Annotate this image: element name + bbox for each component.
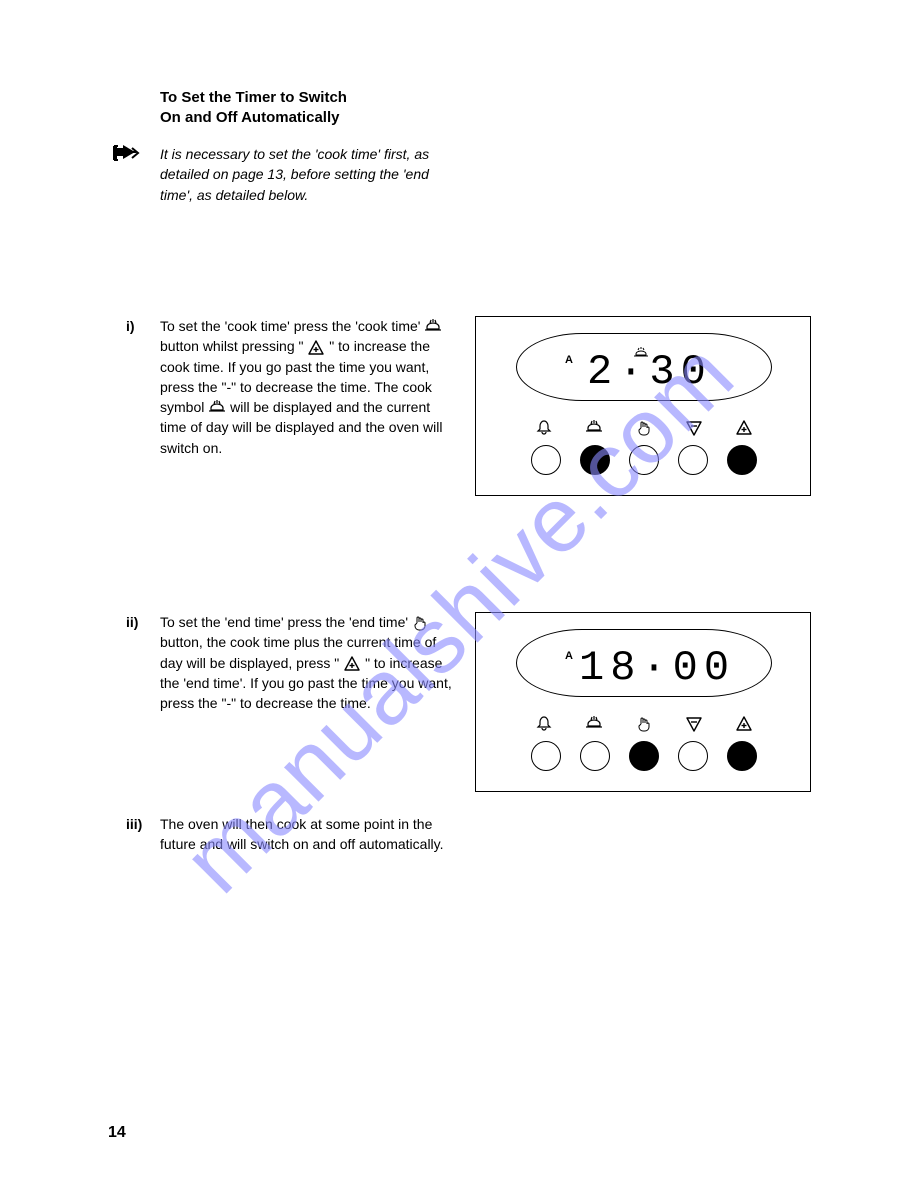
page-number: 14 bbox=[108, 1124, 126, 1142]
panel-1-icon-row bbox=[528, 417, 760, 439]
step-1: i) To set the 'cook time' press the 'coo… bbox=[160, 316, 460, 458]
plus-triangle-icon-2 bbox=[343, 655, 361, 673]
panel-2-button-row bbox=[524, 741, 764, 771]
cook-time-icon bbox=[424, 319, 442, 335]
panel-1-btn-1[interactable] bbox=[531, 445, 561, 475]
lcd-digits-1: 2·30 bbox=[587, 348, 712, 396]
heading-line-2: On and Off Automatically bbox=[160, 108, 460, 128]
step-1-text-b: 'cook time' bbox=[355, 318, 420, 334]
end-time-hand-icon bbox=[412, 615, 428, 631]
minus-triangle-icon bbox=[683, 713, 705, 735]
step-3-number: iii) bbox=[126, 814, 142, 834]
step-2: ii) To set the 'end time' press the 'end… bbox=[160, 612, 460, 713]
step-1-text-a: To set the 'cook time' press the bbox=[160, 318, 351, 334]
step-2-text-b: 'end time' bbox=[349, 614, 408, 630]
panel-2-btn-3[interactable] bbox=[629, 741, 659, 771]
step-2-number: ii) bbox=[126, 612, 138, 632]
panel-1-btn-5[interactable] bbox=[727, 445, 757, 475]
lcd-display-1: A 2·30 bbox=[516, 333, 772, 401]
timer-panel-2: A 18·00 bbox=[475, 612, 811, 792]
heading-line-1: To Set the Timer to Switch bbox=[160, 88, 460, 108]
minus-triangle-icon bbox=[683, 417, 705, 439]
panel-1-btn-2[interactable] bbox=[580, 445, 610, 475]
panel-2-icon-row bbox=[528, 713, 760, 735]
cook-symbol-icon bbox=[208, 400, 226, 416]
end-time-hand-icon bbox=[633, 713, 655, 735]
timer-panel-1: A 2·30 bbox=[475, 316, 811, 496]
end-time-hand-icon bbox=[633, 417, 655, 439]
bell-icon bbox=[533, 713, 555, 735]
panel-2-btn-2[interactable] bbox=[580, 741, 610, 771]
hand-pointer-icon bbox=[112, 144, 140, 170]
page-root: manualshive.com To Set the Timer to Swit… bbox=[0, 0, 918, 1188]
panel-2-btn-4[interactable] bbox=[678, 741, 708, 771]
note-text: It is necessary to set the 'cook time' f… bbox=[160, 144, 460, 205]
panel-2-btn-1[interactable] bbox=[531, 741, 561, 771]
plus-triangle-icon bbox=[733, 713, 755, 735]
bell-icon bbox=[533, 417, 555, 439]
step-1-number: i) bbox=[126, 316, 135, 336]
panel-1-button-row bbox=[524, 445, 764, 475]
cook-time-icon bbox=[583, 417, 605, 439]
plus-triangle-icon bbox=[733, 417, 755, 439]
step-3-text: The oven will then cook at some point in… bbox=[160, 816, 444, 852]
cook-time-icon bbox=[583, 713, 605, 735]
panel-1-btn-3[interactable] bbox=[629, 445, 659, 475]
auto-indicator-2: A bbox=[565, 650, 573, 662]
step-2-text-a: To set the 'end time' press the bbox=[160, 614, 345, 630]
step-1-text-c: button whilst pressing " bbox=[160, 338, 304, 354]
lcd-display-2: A 18·00 bbox=[516, 629, 772, 697]
step-3: iii) The oven will then cook at some poi… bbox=[160, 814, 460, 855]
section-heading: To Set the Timer to Switch On and Off Au… bbox=[160, 88, 460, 129]
auto-indicator-1: A bbox=[565, 354, 573, 366]
panel-1-btn-4[interactable] bbox=[678, 445, 708, 475]
plus-triangle-icon bbox=[307, 339, 325, 357]
panel-2-btn-5[interactable] bbox=[727, 741, 757, 771]
lcd-digits-2: 18·00 bbox=[579, 644, 735, 692]
